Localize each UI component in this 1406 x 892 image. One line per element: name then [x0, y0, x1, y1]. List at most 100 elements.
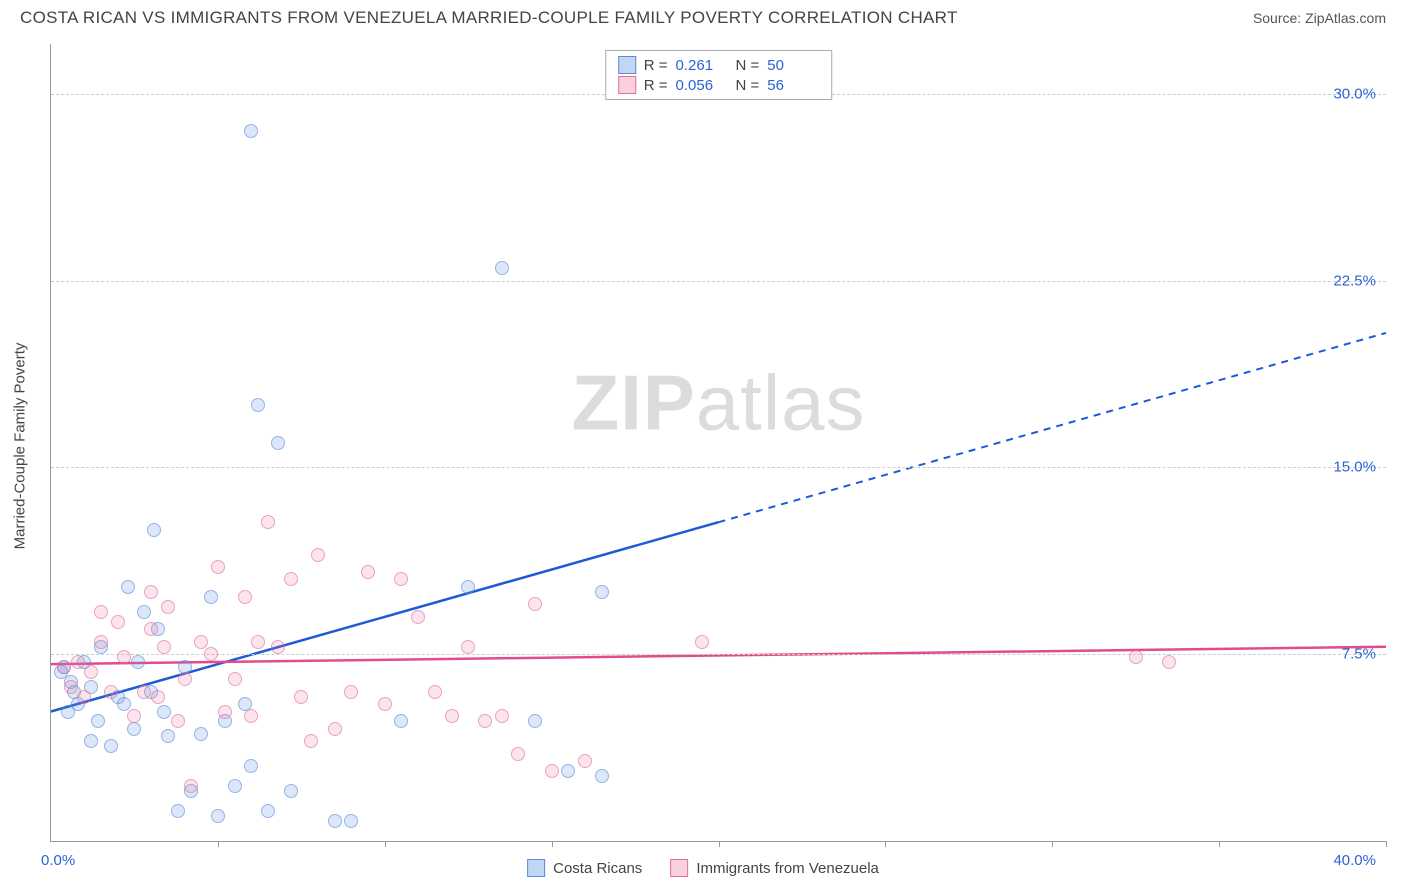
scatter-point [104, 685, 118, 699]
scatter-point [211, 560, 225, 574]
scatter-point [137, 605, 151, 619]
corr-r-label: R = [644, 77, 668, 94]
scatter-point [1129, 650, 1143, 664]
scatter-point [244, 759, 258, 773]
regression-line-extrapolated [719, 333, 1387, 522]
scatter-point [361, 565, 375, 579]
x-tick [385, 841, 386, 847]
scatter-point [411, 610, 425, 624]
x-tick [1219, 841, 1220, 847]
scatter-point [194, 635, 208, 649]
corr-r-label: R = [644, 57, 668, 74]
scatter-point [595, 769, 609, 783]
scatter-point [328, 722, 342, 736]
corr-n-label: N = [736, 57, 760, 74]
scatter-point [284, 784, 298, 798]
scatter-point [178, 672, 192, 686]
regression-line [51, 522, 719, 711]
scatter-point [271, 640, 285, 654]
scatter-point [144, 622, 158, 636]
scatter-point [271, 436, 285, 450]
scatter-point [184, 779, 198, 793]
scatter-point [244, 124, 258, 138]
x-tick [719, 841, 720, 847]
scatter-point [84, 734, 98, 748]
gridline [51, 467, 1386, 468]
corr-r-value: 0.261 [676, 57, 728, 74]
scatter-point [211, 809, 225, 823]
scatter-point [445, 709, 459, 723]
scatter-point [261, 804, 275, 818]
scatter-point [461, 640, 475, 654]
scatter-point [511, 747, 525, 761]
correlation-row: R =0.056N =56 [618, 75, 820, 95]
scatter-point [161, 600, 175, 614]
scatter-point [261, 515, 275, 529]
scatter-point [428, 685, 442, 699]
chart-plot-area: ZIPatlas R =0.261N =50R =0.056N =56 0.0%… [50, 44, 1386, 842]
x-tick [1052, 841, 1053, 847]
legend-item: Costa Ricans [527, 859, 642, 877]
legend-item: Immigrants from Venezuela [670, 859, 879, 877]
scatter-point [304, 734, 318, 748]
scatter-point [64, 680, 78, 694]
scatter-point [204, 647, 218, 661]
scatter-point [311, 548, 325, 562]
scatter-point [137, 685, 151, 699]
scatter-point [204, 590, 218, 604]
scatter-point [328, 814, 342, 828]
scatter-point [147, 523, 161, 537]
scatter-point [117, 650, 131, 664]
scatter-point [121, 580, 135, 594]
legend-swatch [527, 859, 545, 877]
scatter-point [238, 590, 252, 604]
scatter-point [578, 754, 592, 768]
scatter-point [595, 585, 609, 599]
scatter-point [171, 804, 185, 818]
x-tick [552, 841, 553, 847]
scatter-point [284, 572, 298, 586]
y-tick-label: 22.5% [1333, 272, 1376, 289]
scatter-point [561, 764, 575, 778]
scatter-point [218, 705, 232, 719]
scatter-point [378, 697, 392, 711]
scatter-point [144, 585, 158, 599]
corr-n-label: N = [736, 77, 760, 94]
correlation-stats-box: R =0.261N =50R =0.056N =56 [605, 50, 833, 100]
gridline [51, 654, 1386, 655]
scatter-point [251, 635, 265, 649]
scatter-point [194, 727, 208, 741]
chart-header: COSTA RICAN VS IMMIGRANTS FROM VENEZUELA… [0, 0, 1406, 32]
scatter-point [151, 690, 165, 704]
scatter-point [127, 709, 141, 723]
scatter-point [244, 709, 258, 723]
scatter-point [495, 709, 509, 723]
scatter-point [94, 605, 108, 619]
legend-swatch [670, 859, 688, 877]
x-tick [1386, 841, 1387, 847]
legend-swatch [618, 56, 636, 74]
scatter-point [695, 635, 709, 649]
x-axis-origin-label: 0.0% [41, 852, 75, 869]
scatter-point [127, 722, 141, 736]
scatter-point [294, 690, 308, 704]
correlation-row: R =0.261N =50 [618, 55, 820, 75]
legend-label: Costa Ricans [553, 860, 642, 877]
scatter-point [1162, 655, 1176, 669]
gridline [51, 281, 1386, 282]
scatter-point [91, 714, 105, 728]
scatter-point [228, 672, 242, 686]
chart-source: Source: ZipAtlas.com [1253, 10, 1386, 26]
scatter-point [528, 597, 542, 611]
chart-title: COSTA RICAN VS IMMIGRANTS FROM VENEZUELA… [20, 8, 958, 28]
scatter-point [344, 814, 358, 828]
scatter-point [344, 685, 358, 699]
legend-swatch [618, 76, 636, 94]
scatter-point [77, 690, 91, 704]
scatter-point [528, 714, 542, 728]
scatter-point [117, 697, 131, 711]
scatter-point [157, 640, 171, 654]
x-axis-max-label: 40.0% [1333, 852, 1376, 869]
scatter-point [478, 714, 492, 728]
chart-legend: Costa Ricans Immigrants from Venezuela [527, 859, 879, 877]
